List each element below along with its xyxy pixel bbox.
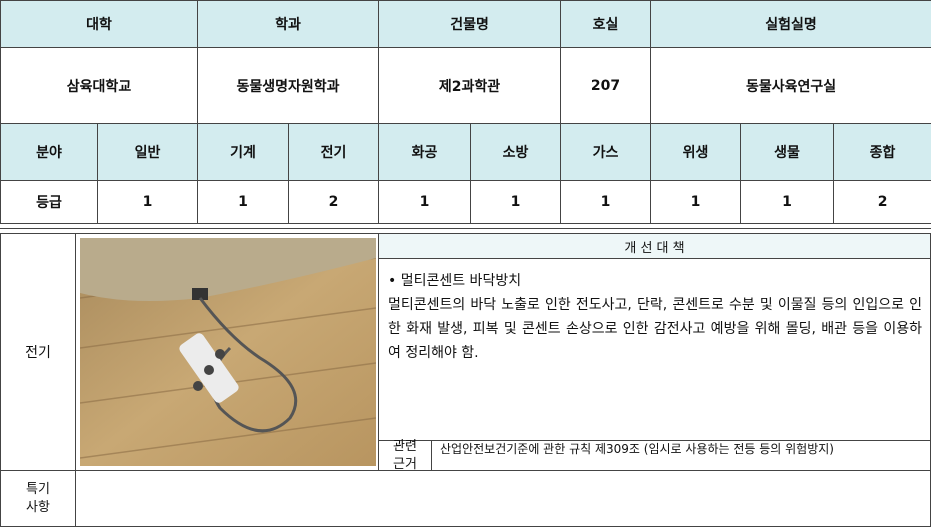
header-cell: 학과 — [197, 0, 380, 48]
grade-cell: 1 — [378, 180, 472, 224]
grade-cell: 1 — [740, 180, 835, 224]
header-cell: 건물명 — [378, 0, 562, 48]
value-cell: 제2과학관 — [378, 47, 562, 124]
header-cell: 실험실명 — [650, 0, 931, 48]
row-label: 등급 — [0, 180, 98, 224]
value-cell: 동물사육연구실 — [650, 47, 931, 124]
description: 멀티콘센트의 바닥 노출로 인한 전도사고, 단락, 콘센트로 수분 및 이물질… — [388, 297, 922, 361]
value-cell: 207 — [560, 47, 652, 124]
item-title: • 멀티콘센트 바닥방치 — [388, 273, 522, 289]
header-cell: 종합 — [833, 123, 931, 181]
remarks-label-cell: 특기사항 — [0, 470, 76, 527]
grade-cell: 2 — [833, 180, 931, 224]
header-cell: 전기 — [288, 123, 380, 181]
measures-heading: 개 선 대 책 — [378, 233, 931, 259]
remarks-cell — [75, 470, 931, 527]
grade-cell: 1 — [197, 180, 290, 224]
header-cell: 화공 — [378, 123, 472, 181]
grade-cell: 2 — [288, 180, 380, 224]
reference: 산업안전보건기준에 관한 규칙 제309조 (임시로 사용하는 전등 등의 위험… — [431, 440, 931, 471]
value-cell: 동물생명자원학과 — [197, 47, 380, 124]
header-cell: 가스 — [560, 123, 652, 181]
grade-cell: 1 — [560, 180, 652, 224]
photo-cell — [75, 233, 379, 471]
remarks-label: 특기사항 — [26, 481, 50, 515]
grade-cell: 1 — [650, 180, 742, 224]
header-cell: 분야 — [0, 123, 98, 181]
header-cell: 소방 — [470, 123, 562, 181]
header-cell: 대학 — [0, 0, 199, 48]
info-table: 대학 학과 건물명 호실 실험실명 삼육대학교 동물생명자원학과 제2과학관 2… — [0, 0, 931, 224]
category-cell: 전기 — [0, 233, 76, 471]
header-cell: 기계 — [197, 123, 290, 181]
reference-label-cell: 관련근거 — [378, 438, 432, 472]
photo — [80, 238, 376, 466]
header-cell: 생물 — [740, 123, 835, 181]
header-cell: 일반 — [96, 123, 199, 181]
grade-cell: 1 — [96, 180, 199, 224]
measures-body: • 멀티콘센트 바닥방치 멀티콘센트의 바닥 노출로 인한 전도사고, 단락, … — [378, 258, 931, 441]
grade-cell: 1 — [470, 180, 562, 224]
header-cell: 호실 — [560, 0, 652, 48]
reference-label: 관련근거 — [393, 438, 417, 472]
value-cell: 삼육대학교 — [0, 47, 199, 124]
header-cell: 위생 — [650, 123, 742, 181]
